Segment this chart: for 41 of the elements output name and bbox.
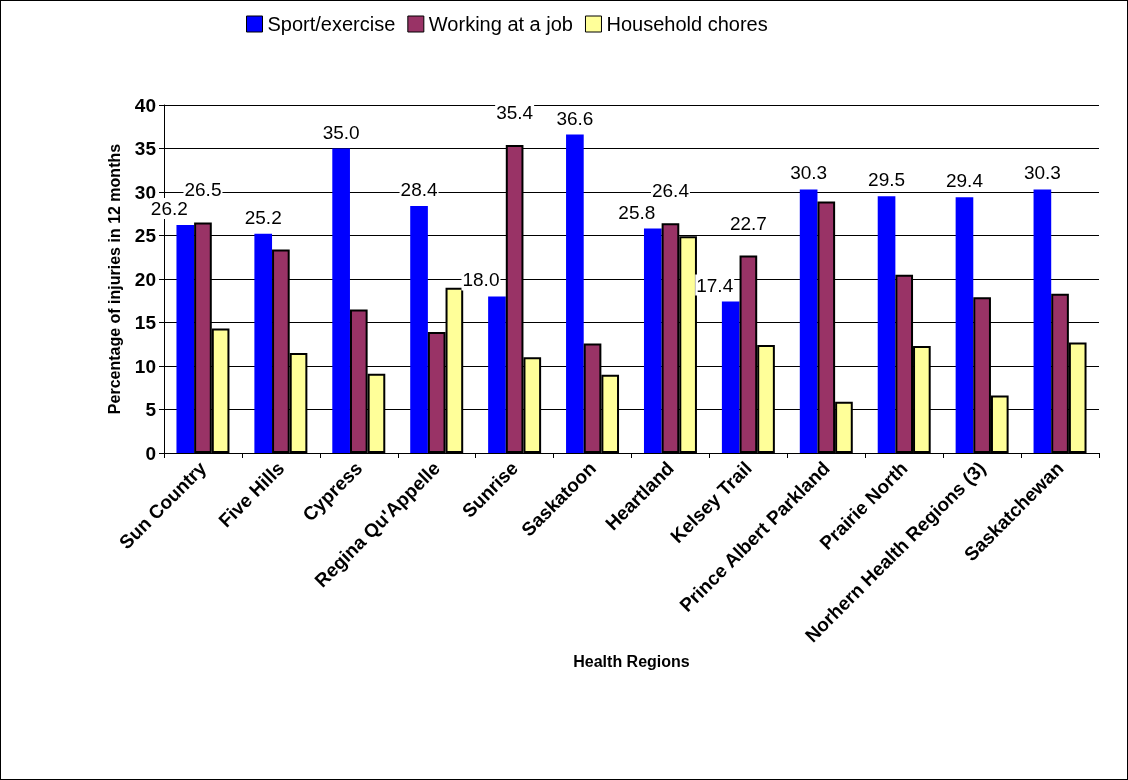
legend-label: Household chores — [606, 13, 768, 35]
y-tick-label: 20 — [134, 268, 156, 290]
data-label: 30.3 — [790, 162, 828, 184]
legend-label: Working at a job — [428, 13, 573, 35]
data-label: 25.8 — [618, 201, 656, 223]
data-label: 28.4 — [400, 178, 438, 200]
bar — [488, 296, 506, 453]
y-tick-label: 40 — [134, 94, 156, 116]
y-tick-label: 15 — [134, 312, 157, 333]
data-label: 30.3 — [1023, 162, 1061, 184]
bar — [643, 228, 662, 453]
data-label: 36.6 — [556, 107, 594, 129]
bar — [176, 225, 195, 453]
bar — [332, 148, 350, 453]
y-tick-label: 10 — [134, 355, 156, 377]
bar — [254, 233, 273, 453]
bar — [799, 189, 818, 453]
y-axis-title: Percentage of injuries in 12 months — [105, 143, 123, 415]
y-tick-label: 25 — [134, 225, 157, 246]
bar — [877, 196, 896, 453]
data-label: 35.4 — [496, 102, 534, 124]
data-label: 29.5 — [868, 169, 906, 191]
data-label: 26.2 — [150, 198, 188, 220]
y-tick-label: 0 — [145, 442, 156, 464]
data-label: 26.4 — [651, 180, 690, 202]
data-label: 25.2 — [244, 206, 282, 228]
bar — [721, 301, 740, 453]
data-label: 35.0 — [322, 121, 360, 143]
data-label: 18.0 — [462, 269, 500, 291]
y-tick-label: 5 — [145, 399, 157, 420]
legend-label: Sport/exercise — [267, 13, 396, 35]
data-label: 26.5 — [184, 179, 222, 201]
x-axis-title: Health Regions — [573, 652, 690, 670]
bar — [955, 197, 974, 453]
y-tick-label: 35 — [134, 138, 157, 159]
data-label: 22.7 — [729, 212, 767, 234]
data-label: 29.4 — [945, 170, 984, 192]
bar — [566, 134, 584, 453]
bar — [1033, 189, 1052, 453]
bar — [410, 205, 428, 453]
data-label: 17.4 — [696, 274, 734, 296]
